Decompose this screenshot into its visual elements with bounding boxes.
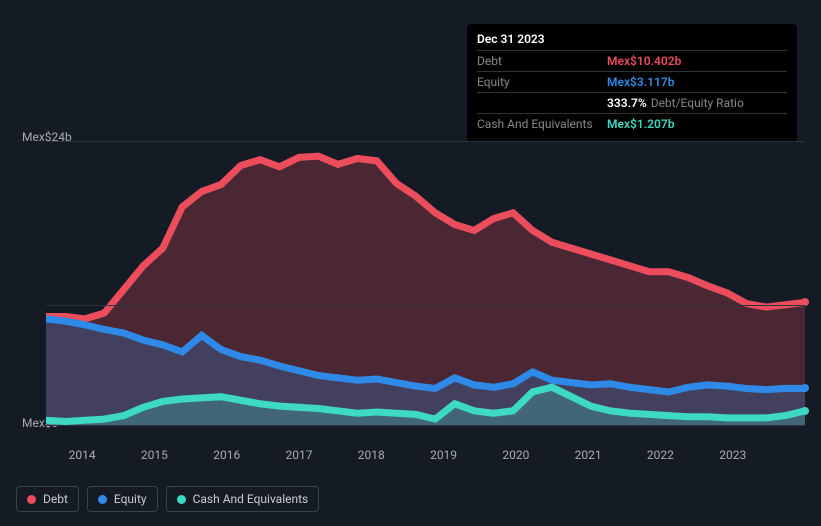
legend-dot (27, 495, 36, 504)
tooltip-row-value: 333.7% (607, 96, 647, 110)
series-cash-and-equivalents (46, 142, 805, 425)
series-end-dot (801, 407, 809, 415)
legend-label: Debt (43, 492, 68, 506)
tooltip-row: 333.7% Debt/Equity Ratio (477, 92, 787, 113)
x-axis-tick: 2017 (286, 448, 313, 462)
x-axis-tick: 2020 (502, 448, 529, 462)
tooltip-row: DebtMex$10.402b (477, 50, 787, 71)
tooltip-date: Dec 31 2023 (477, 32, 787, 50)
legend-item-debt[interactable]: Debt (16, 486, 79, 512)
x-axis-tick: 2019 (430, 448, 457, 462)
legend-label: Equity (114, 492, 147, 506)
legend-item-cash-and-equivalents[interactable]: Cash And Equivalents (166, 486, 320, 512)
legend-label: Cash And Equivalents (193, 492, 309, 506)
tooltip-row-label: Equity (477, 75, 607, 89)
tooltip-row: EquityMex$3.117b (477, 71, 787, 92)
tooltip-row-label (477, 96, 607, 110)
x-axis-tick: 2015 (141, 448, 168, 462)
legend-dot (177, 495, 186, 504)
x-axis-tick: 2023 (719, 448, 746, 462)
x-axis-tick: 2018 (358, 448, 385, 462)
tooltip-row-label: Debt (477, 54, 607, 68)
tooltip-row-value: Mex$10.402b (607, 54, 681, 68)
x-axis-tick: 2021 (575, 448, 602, 462)
x-axis-tick: 2016 (213, 448, 240, 462)
tooltip-row-value: Mex$3.117b (607, 75, 674, 89)
legend-item-equity[interactable]: Equity (87, 486, 158, 512)
chart-legend: Debt Equity Cash And Equivalents (16, 486, 319, 512)
legend-dot (98, 495, 107, 504)
chart-plot-area[interactable] (46, 141, 805, 426)
tooltip-row-suffix: Debt/Equity Ratio (651, 96, 744, 110)
x-axis-tick: 2022 (647, 448, 674, 462)
x-axis-tick: 2014 (69, 448, 96, 462)
debt-equity-chart: Mex$24b Mex$0 20142015201620172018201920… (16, 125, 805, 476)
